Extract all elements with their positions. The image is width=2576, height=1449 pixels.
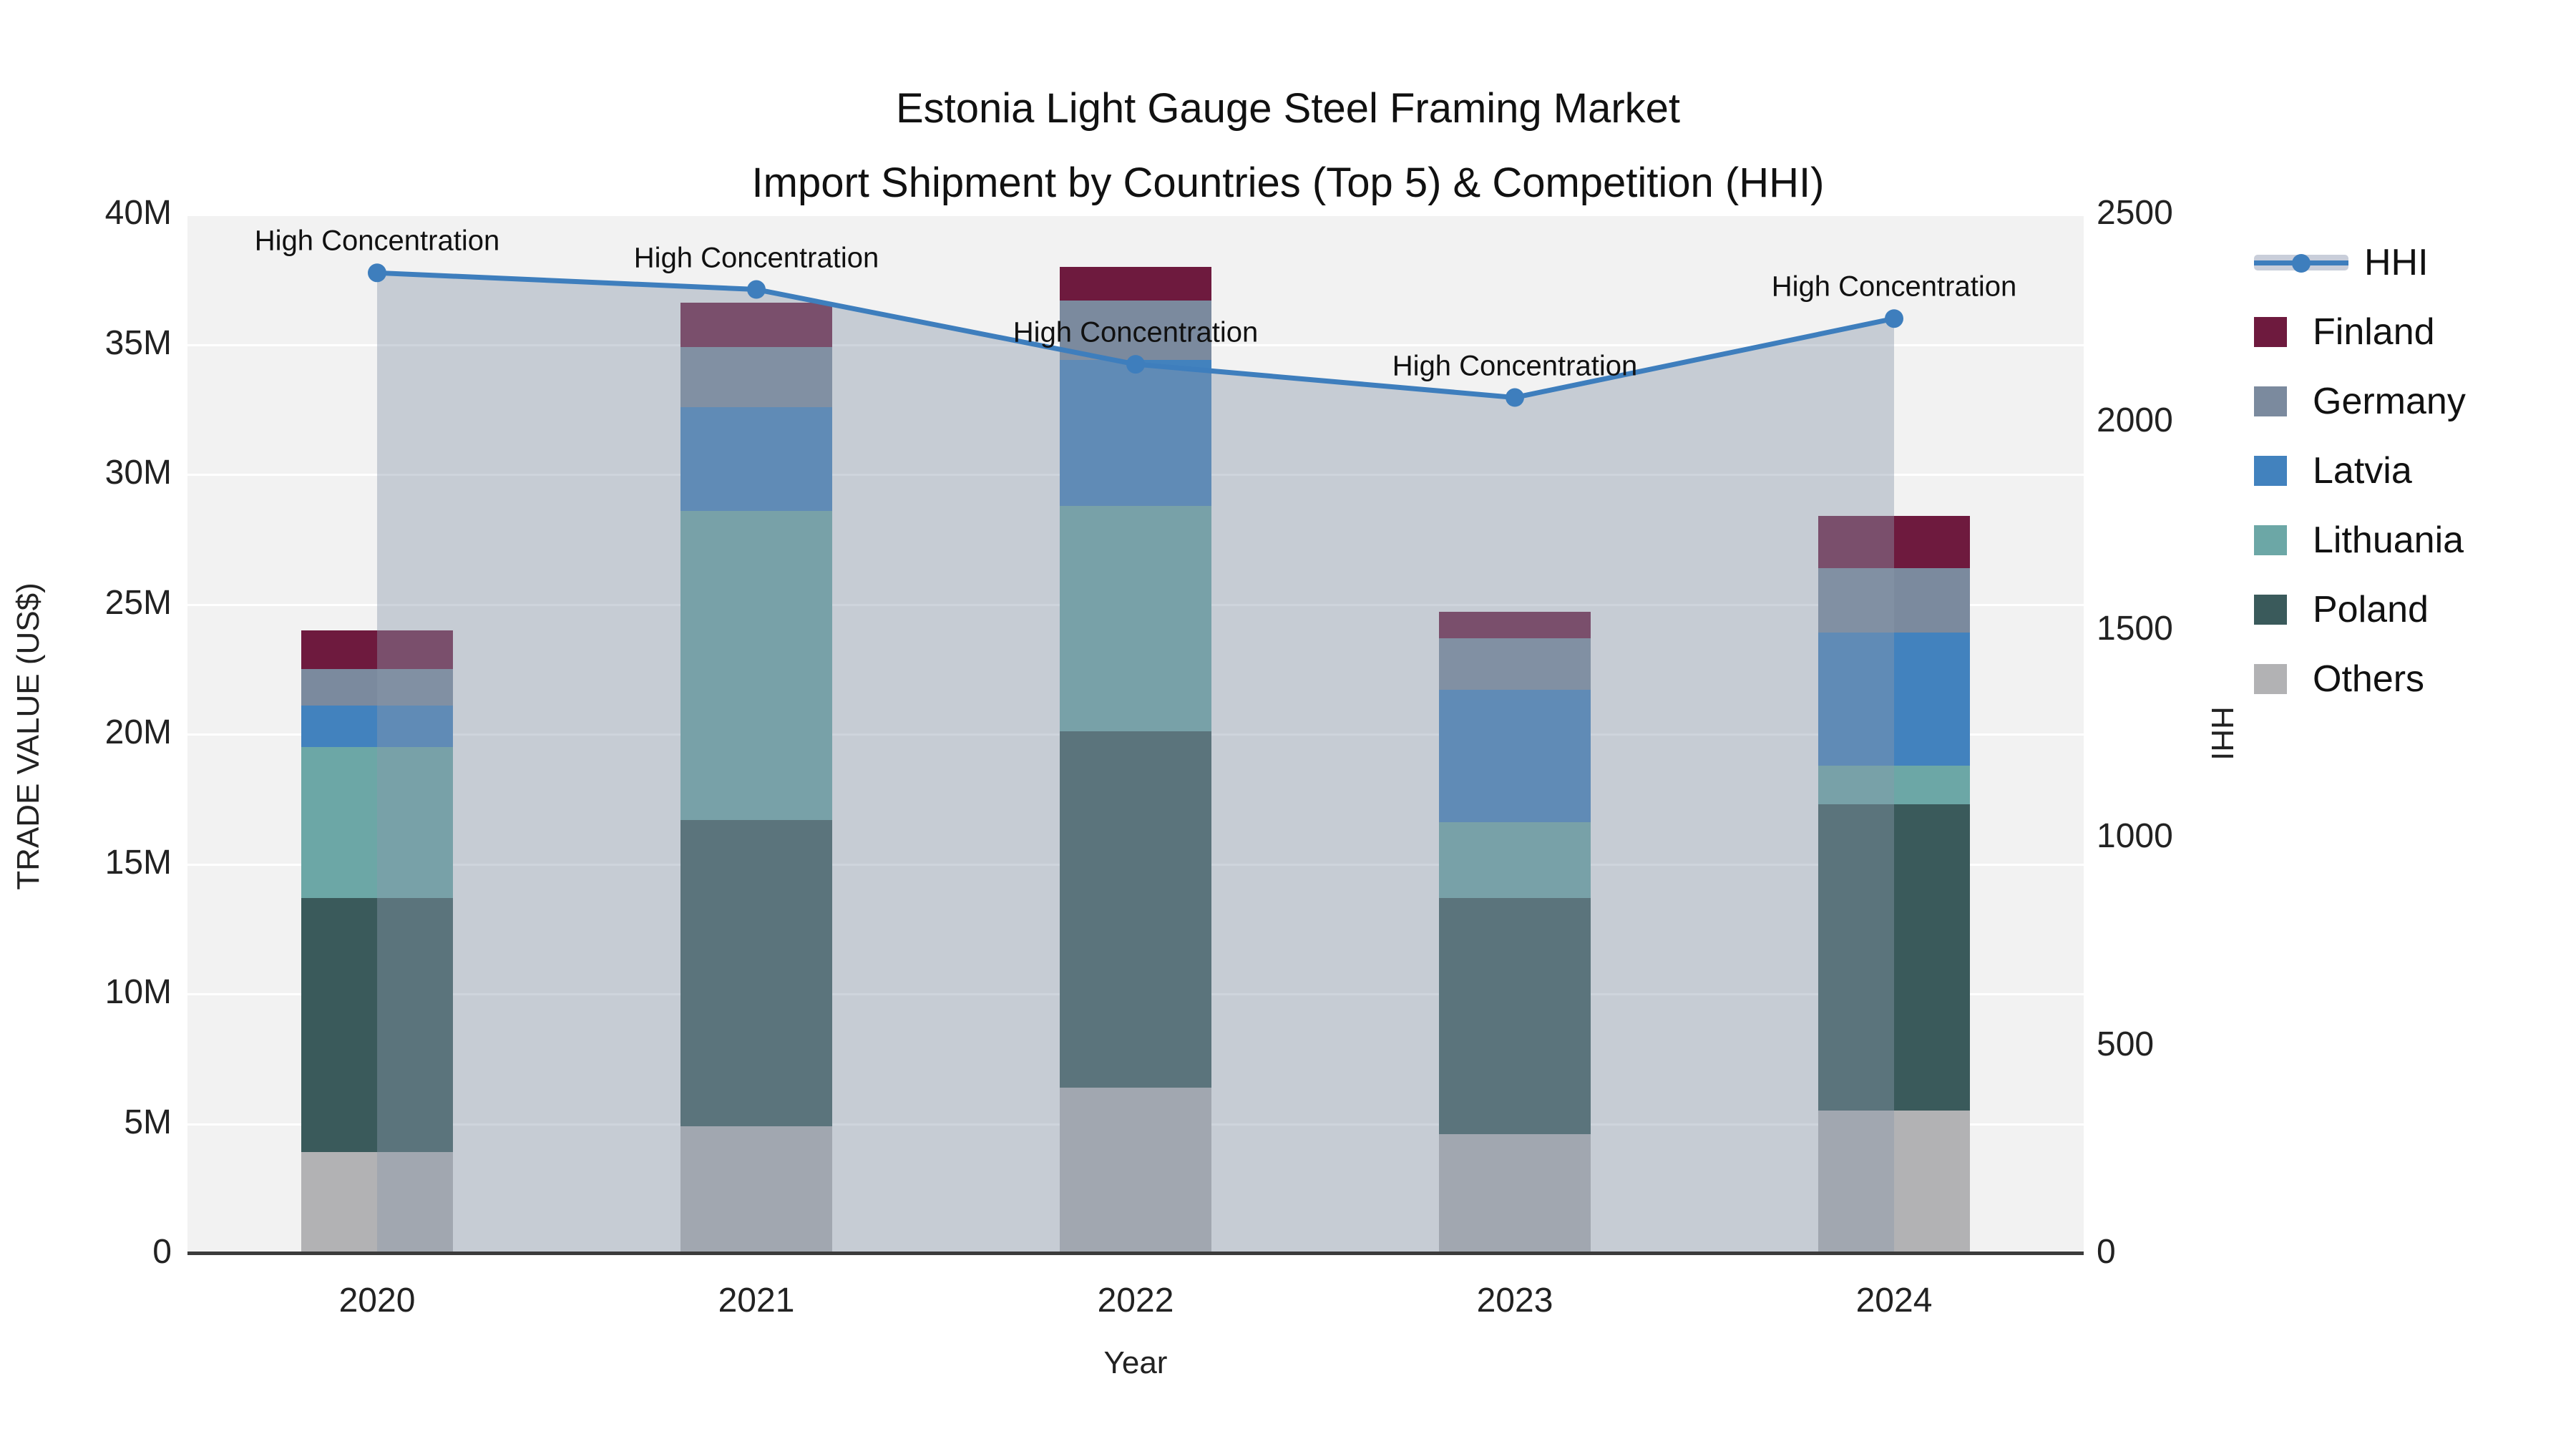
x-tick-2024: 2024: [1855, 1282, 1933, 1319]
annotation-high-concentration-2021: High Concentration: [633, 242, 879, 274]
legend-label-poland: Poland: [2313, 588, 2429, 630]
left-tick-5M: 5M: [124, 1103, 172, 1141]
x-tick-2023: 2023: [1476, 1282, 1553, 1319]
x-tick-2020: 2020: [338, 1282, 416, 1319]
bar-segment-finland-2021[interactable]: [680, 303, 832, 348]
bar-segment-germany-2020[interactable]: [301, 669, 453, 706]
bar-segment-others-2020[interactable]: [301, 1152, 453, 1254]
bar-segment-lithuania-2024[interactable]: [1818, 765, 1970, 805]
legend-item-hhi[interactable]: HHI: [2254, 228, 2466, 297]
bar-segment-others-2022[interactable]: [1060, 1087, 1211, 1254]
left-tick-15M: 15M: [104, 843, 172, 882]
bar-segment-lithuania-2023[interactable]: [1439, 822, 1591, 898]
legend-swatch-poland: [2254, 594, 2287, 625]
bar-segment-germany-2021[interactable]: [680, 347, 832, 407]
bar-segment-others-2023[interactable]: [1439, 1134, 1591, 1254]
bar-segment-latvia-2020[interactable]: [301, 706, 453, 748]
hhi-marker-2024[interactable]: [1885, 309, 1903, 328]
right-tick-500: 500: [2097, 1025, 2155, 1063]
bar-segment-latvia-2023[interactable]: [1439, 690, 1591, 823]
chart-title-line1: Estonia Light Gauge Steel Framing Market: [895, 85, 1681, 132]
x-axis-line: [187, 1252, 2084, 1255]
bar-segment-finland-2020[interactable]: [301, 630, 453, 670]
bar-segment-germany-2023[interactable]: [1439, 638, 1591, 691]
left-tick-40M: 40M: [104, 194, 172, 232]
bar-segment-finland-2023[interactable]: [1439, 612, 1591, 638]
legend-item-finland[interactable]: Finland: [2254, 297, 2466, 366]
bar-segment-finland-2022[interactable]: [1060, 266, 1211, 301]
bar-segment-latvia-2024[interactable]: [1818, 633, 1970, 766]
legend-swatch-finland: [2254, 316, 2287, 347]
legend-swatch-germany: [2254, 386, 2287, 416]
legend-label-others: Others: [2313, 658, 2425, 700]
bar-segment-germany-2024[interactable]: [1818, 567, 1970, 633]
bar-segment-latvia-2021[interactable]: [680, 406, 832, 511]
legend-label-hhi: HHI: [2364, 241, 2429, 283]
legend-swatch-others: [2254, 663, 2287, 694]
legend-item-latvia[interactable]: Latvia: [2254, 436, 2466, 505]
left-tick-35M: 35M: [104, 323, 172, 362]
right-tick-0: 0: [2097, 1233, 2116, 1271]
bar-segment-poland-2021[interactable]: [680, 819, 832, 1127]
legend-item-poland[interactable]: Poland: [2254, 575, 2466, 644]
legend-item-others[interactable]: Others: [2254, 644, 2466, 713]
legend-label-lithuania: Lithuania: [2313, 519, 2464, 561]
left-tick-0: 0: [152, 1233, 172, 1271]
legend-swatch-latvia: [2254, 455, 2287, 486]
x-tick-2022: 2022: [1097, 1282, 1174, 1319]
x-tick-2021: 2021: [718, 1282, 795, 1319]
bar-segment-lithuania-2021[interactable]: [680, 510, 832, 820]
bar-segment-finland-2024[interactable]: [1818, 516, 1970, 568]
annotation-high-concentration-2020: High Concentration: [254, 225, 500, 257]
right-axis-title: HHI: [2205, 706, 2240, 761]
hhi-marker-2022[interactable]: [1126, 355, 1145, 374]
right-tick-1500: 1500: [2097, 609, 2173, 648]
chart-title: Estonia Light Gauge Steel Framing Market…: [0, 72, 2576, 220]
legend-swatch-lithuania: [2254, 525, 2287, 555]
bar-segment-latvia-2022[interactable]: [1060, 360, 1211, 506]
hhi-area-fill: [377, 273, 1894, 1254]
bar-segment-poland-2022[interactable]: [1060, 731, 1211, 1088]
right-tick-2000: 2000: [2097, 401, 2173, 440]
right-tick-1000: 1000: [2097, 817, 2173, 856]
bar-segment-lithuania-2020[interactable]: [301, 747, 453, 898]
hhi-marker-2023[interactable]: [1506, 388, 1524, 407]
legend-label-latvia: Latvia: [2313, 449, 2412, 492]
bar-segment-germany-2022[interactable]: [1060, 300, 1211, 361]
legend-label-germany: Germany: [2313, 380, 2466, 422]
legend-label-finland: Finland: [2313, 311, 2435, 353]
hhi-line-layer: [368, 263, 1903, 1254]
gridline: [187, 214, 2084, 216]
x-axis-title: Year: [1103, 1345, 1168, 1380]
chart-title-line2: Import Shipment by Countries (Top 5) & C…: [751, 160, 1825, 206]
hhi-marker-2021[interactable]: [747, 280, 766, 299]
legend-item-germany[interactable]: Germany: [2254, 366, 2466, 436]
hhi-legend-marker: [2292, 253, 2311, 273]
bar-segment-lithuania-2022[interactable]: [1060, 505, 1211, 732]
bar-segment-others-2021[interactable]: [680, 1126, 832, 1254]
hhi-marker-2020[interactable]: [368, 263, 386, 283]
annotation-high-concentration-2022: High Concentration: [1013, 316, 1259, 348]
bar-segment-poland-2024[interactable]: [1818, 804, 1970, 1111]
hhi-legend-sample: [2254, 247, 2348, 278]
bar-segment-poland-2023[interactable]: [1439, 897, 1591, 1135]
legend-item-lithuania[interactable]: Lithuania: [2254, 505, 2466, 575]
plot-area: High Concentration High Concentration High…: [187, 214, 2084, 1255]
left-tick-25M: 25M: [104, 583, 172, 622]
legend: HHI Finland Germany Latvia Lithuania Poland Ot…: [2254, 228, 2466, 713]
left-tick-10M: 10M: [104, 973, 172, 1011]
bar-segment-poland-2020[interactable]: [301, 897, 453, 1153]
annotation-high-concentration-2024: High Concentration: [1771, 270, 2017, 303]
right-tick-2500: 2500: [2097, 194, 2173, 232]
annotation-high-concentration-2023: High Concentration: [1392, 350, 1638, 382]
bar-segment-others-2024[interactable]: [1818, 1111, 1970, 1254]
left-tick-20M: 20M: [104, 713, 172, 751]
left-tick-30M: 30M: [104, 454, 172, 492]
